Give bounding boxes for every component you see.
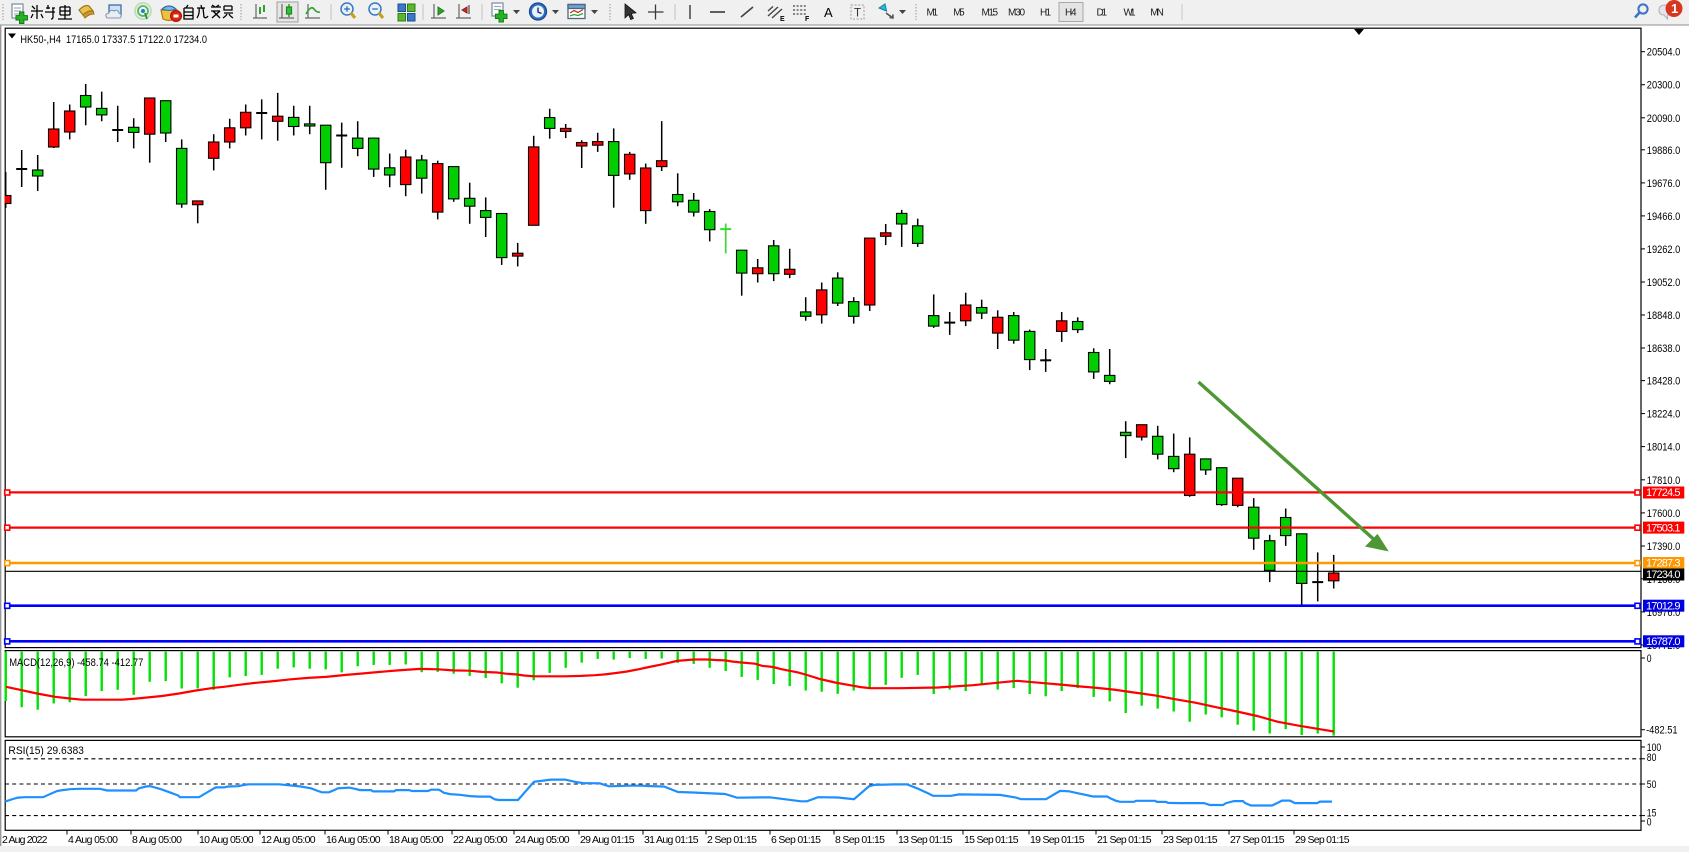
svg-text:8 Aug 05:00: 8 Aug 05:00 <box>132 834 182 846</box>
svg-text:21 Sep 01:15: 21 Sep 01:15 <box>1097 834 1152 846</box>
svg-text:17810.0: 17810.0 <box>1647 475 1681 487</box>
svg-text:RSI(15) 29.6383: RSI(15) 29.6383 <box>8 745 84 757</box>
svg-text:29 Aug 01:15: 29 Aug 01:15 <box>580 834 635 846</box>
svg-text:19886.0: 19886.0 <box>1647 145 1681 157</box>
svg-text:15: 15 <box>1647 808 1657 820</box>
svg-text:16 Aug 05:00: 16 Aug 05:00 <box>326 834 381 846</box>
svg-text:12 Aug 05:00: 12 Aug 05:00 <box>261 834 316 846</box>
svg-text:2 Sep 01:15: 2 Sep 01:15 <box>707 834 757 846</box>
svg-text:19466.0: 19466.0 <box>1647 211 1681 223</box>
svg-text:18224.0: 18224.0 <box>1647 409 1681 421</box>
svg-text:M15: M15 <box>982 8 999 19</box>
svg-text:8 Sep 01:15: 8 Sep 01:15 <box>835 834 885 846</box>
svg-text:H1: H1 <box>1040 8 1051 19</box>
svg-text:23 Sep 01:15: 23 Sep 01:15 <box>1163 834 1218 846</box>
svg-text:A: A <box>824 5 833 20</box>
svg-text:50: 50 <box>1647 779 1657 791</box>
svg-text:20504.0: 20504.0 <box>1647 47 1681 59</box>
svg-text:4 Aug 05:00: 4 Aug 05:00 <box>68 834 118 846</box>
svg-text:19 Sep 01:15: 19 Sep 01:15 <box>1030 834 1085 846</box>
svg-text:17503.1: 17503.1 <box>1646 522 1681 534</box>
svg-text:17600.0: 17600.0 <box>1647 508 1681 520</box>
svg-text:19676.0: 19676.0 <box>1647 178 1681 190</box>
svg-text:13 Sep 01:15: 13 Sep 01:15 <box>898 834 953 846</box>
svg-text:19052.0: 19052.0 <box>1647 277 1681 289</box>
svg-text:0: 0 <box>1647 653 1652 665</box>
svg-text:W1: W1 <box>1124 8 1136 19</box>
svg-text:100: 100 <box>1647 742 1661 754</box>
svg-text:1: 1 <box>1671 1 1678 16</box>
svg-text:6 Sep 01:15: 6 Sep 01:15 <box>771 834 821 846</box>
svg-text:19262.0: 19262.0 <box>1647 244 1681 256</box>
svg-text:17234.0: 17234.0 <box>1646 569 1681 581</box>
svg-text:F: F <box>805 16 810 23</box>
svg-text:10 Aug 05:00: 10 Aug 05:00 <box>199 834 254 846</box>
svg-text:17724.5: 17724.5 <box>1646 487 1681 499</box>
svg-text:M1: M1 <box>927 8 939 19</box>
svg-text:15 Sep 01:15: 15 Sep 01:15 <box>964 834 1019 846</box>
svg-text:HK50-,H4 17165.0 17337.5 1712: HK50-,H4 17165.0 17337.5 17122.0 17234.0 <box>20 34 207 46</box>
svg-text:M30: M30 <box>1008 8 1025 19</box>
svg-text:18 Aug 05:00: 18 Aug 05:00 <box>389 834 444 846</box>
svg-text:2 Aug 2022: 2 Aug 2022 <box>2 834 48 846</box>
svg-text:MN: MN <box>1150 8 1164 19</box>
svg-text:-482.51: -482.51 <box>1646 725 1678 737</box>
svg-text:31 Aug 01:15: 31 Aug 01:15 <box>644 834 699 846</box>
svg-text:80: 80 <box>1647 752 1657 764</box>
svg-text:16787.0: 16787.0 <box>1646 636 1681 648</box>
svg-text:22 Aug 05:00: 22 Aug 05:00 <box>453 834 508 846</box>
svg-text:MACD(12,26,9) -458.74 -412.77: MACD(12,26,9) -458.74 -412.77 <box>9 657 143 669</box>
svg-text:20090.0: 20090.0 <box>1647 113 1681 125</box>
svg-text:H4: H4 <box>1065 8 1077 19</box>
svg-text:27 Sep 01:15: 27 Sep 01:15 <box>1230 834 1285 846</box>
svg-text:17287.3: 17287.3 <box>1646 558 1681 570</box>
svg-text:18638.0: 18638.0 <box>1647 343 1681 355</box>
svg-text:T: T <box>854 8 861 20</box>
svg-text:20300.0: 20300.0 <box>1647 80 1681 92</box>
svg-text:E: E <box>780 16 785 23</box>
svg-text:18014.0: 18014.0 <box>1647 442 1681 454</box>
svg-text:29 Sep 01:15: 29 Sep 01:15 <box>1295 834 1350 846</box>
svg-text:17012.9: 17012.9 <box>1646 600 1681 612</box>
svg-text:M5: M5 <box>953 8 965 19</box>
svg-text:24 Aug 05:00: 24 Aug 05:00 <box>515 834 570 846</box>
svg-text:17390.0: 17390.0 <box>1647 541 1681 553</box>
svg-text:D1: D1 <box>1097 8 1108 19</box>
svg-text:0: 0 <box>1647 817 1652 829</box>
svg-text:18428.0: 18428.0 <box>1647 376 1681 388</box>
svg-text:18848.0: 18848.0 <box>1647 310 1681 322</box>
